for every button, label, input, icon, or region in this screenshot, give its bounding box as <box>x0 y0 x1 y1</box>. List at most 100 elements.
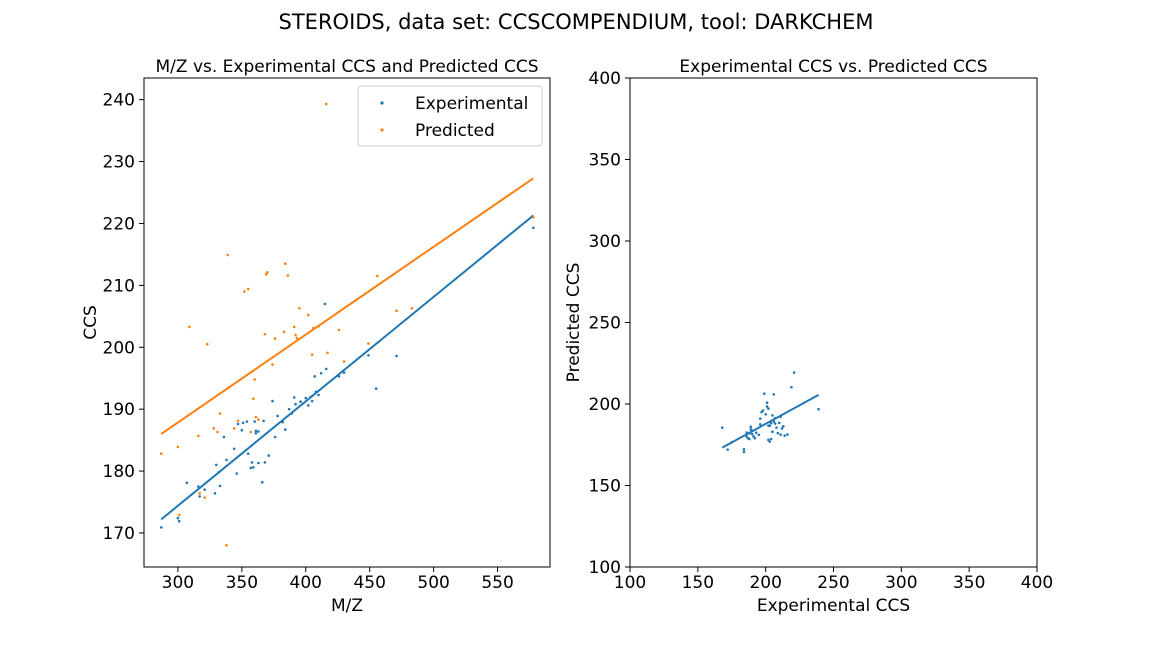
y-tick-label: 210 <box>103 276 135 296</box>
plots-layer: M/Z vs. Experimental CCS and Predicted C… <box>81 57 1053 616</box>
chart-title: Experimental CCS vs. Predicted CCS <box>679 57 987 77</box>
data-point <box>764 412 767 416</box>
data-point <box>772 393 776 396</box>
legend-marker <box>380 128 384 132</box>
data-point <box>295 336 299 340</box>
data-point <box>773 416 777 420</box>
data-point <box>281 420 285 424</box>
x-tick-label: 550 <box>481 573 513 593</box>
data-point <box>254 431 258 435</box>
data-point <box>205 342 209 346</box>
data-point <box>159 526 163 529</box>
data-point <box>263 332 267 336</box>
data-point <box>263 461 267 464</box>
data-point <box>771 414 774 417</box>
data-point <box>532 215 535 219</box>
data-point <box>395 309 398 313</box>
data-point <box>225 544 228 547</box>
data-point <box>782 425 785 428</box>
data-point <box>758 417 762 420</box>
data-point <box>410 306 414 310</box>
plot-area-frame <box>143 77 551 568</box>
x-tick-label: 400 <box>290 573 322 593</box>
data-point <box>176 516 180 520</box>
data-point <box>754 431 758 434</box>
data-point <box>217 470 221 474</box>
data-point <box>730 441 734 444</box>
data-point <box>376 274 379 278</box>
data-point <box>236 419 240 423</box>
data-point <box>294 333 297 337</box>
data-point <box>374 387 378 391</box>
data-point <box>780 427 784 430</box>
data-point <box>298 306 301 310</box>
data-point <box>213 492 217 495</box>
y-tick-label: 200 <box>589 395 621 415</box>
data-point <box>246 287 250 291</box>
y-tick-label: 100 <box>589 558 621 578</box>
data-point <box>337 328 341 332</box>
data-point <box>765 401 769 404</box>
data-point <box>214 463 218 467</box>
data-point <box>260 480 264 484</box>
data-point <box>726 448 729 451</box>
y-tick-label: 180 <box>103 462 135 482</box>
data-point <box>342 371 346 374</box>
data-point <box>267 454 270 457</box>
data-point <box>243 290 246 293</box>
data-point <box>307 313 310 317</box>
fit-line <box>160 177 534 435</box>
y-axis-label: CCS <box>81 305 101 340</box>
data-point <box>246 452 250 456</box>
data-point <box>749 425 753 429</box>
data-point <box>159 452 163 456</box>
data-point <box>304 396 308 400</box>
y-tick-label: 220 <box>103 214 135 234</box>
data-point <box>273 435 277 439</box>
data-point <box>257 430 260 433</box>
data-point <box>742 448 746 451</box>
y-tick-label: 190 <box>103 400 135 420</box>
data-point <box>198 492 201 495</box>
data-point <box>250 461 254 464</box>
data-point <box>252 397 255 400</box>
data-point <box>249 430 253 434</box>
y-tick-label: 170 <box>103 524 135 544</box>
data-point <box>773 422 777 425</box>
fit-line <box>721 393 820 449</box>
data-point <box>188 325 191 329</box>
data-point <box>218 412 222 415</box>
plot-area-frame <box>629 77 1038 568</box>
data-point <box>198 495 201 498</box>
data-point <box>783 434 786 437</box>
data-point <box>222 435 226 439</box>
data-point <box>254 415 258 419</box>
y-tick-label: 250 <box>589 314 621 334</box>
data-point <box>317 393 320 397</box>
data-point <box>779 433 782 436</box>
data-point <box>299 400 302 404</box>
data-point <box>226 253 230 257</box>
data-point <box>752 434 755 438</box>
data-point <box>307 404 310 407</box>
figure-title: STEROIDS, data set: CCSCOMPENDIUM, tool:… <box>279 10 874 34</box>
data-point <box>249 466 253 470</box>
data-point <box>313 375 317 378</box>
x-tick-label: 350 <box>953 573 985 593</box>
data-point <box>197 485 200 488</box>
y-tick-label: 350 <box>589 151 621 171</box>
data-point <box>286 274 290 277</box>
data-point <box>775 426 778 429</box>
data-point <box>367 342 370 345</box>
data-point <box>745 431 748 434</box>
data-point <box>292 325 296 329</box>
data-point <box>257 461 260 465</box>
data-point <box>253 420 256 423</box>
data-point <box>767 407 770 410</box>
data-point <box>324 367 328 371</box>
data-point <box>245 420 249 423</box>
fit-line <box>160 214 535 521</box>
data-point <box>765 405 769 408</box>
data-point <box>290 412 293 415</box>
